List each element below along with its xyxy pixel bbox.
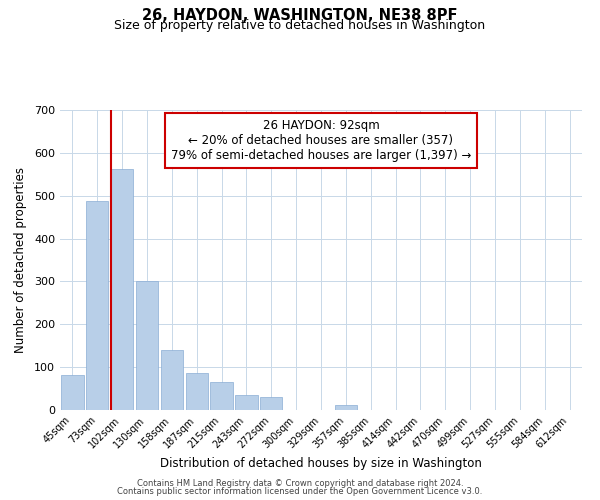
X-axis label: Distribution of detached houses by size in Washington: Distribution of detached houses by size … [160,457,482,470]
Bar [86,201,109,410]
Bar [161,350,183,410]
Text: Contains public sector information licensed under the Open Government Licence v3: Contains public sector information licen… [118,487,482,496]
Bar [111,169,133,410]
Bar [211,382,233,410]
Y-axis label: Number of detached properties: Number of detached properties [14,167,27,353]
Text: Contains HM Land Registry data © Crown copyright and database right 2024.: Contains HM Land Registry data © Crown c… [137,478,463,488]
Text: 26, HAYDON, WASHINGTON, NE38 8PF: 26, HAYDON, WASHINGTON, NE38 8PF [142,8,458,22]
Bar [136,280,158,410]
Text: Size of property relative to detached houses in Washington: Size of property relative to detached ho… [115,19,485,32]
Bar [235,395,257,410]
Bar [61,375,83,410]
Bar [335,405,357,410]
Bar [260,397,283,410]
Bar [185,373,208,410]
Text: 26 HAYDON: 92sqm
← 20% of detached houses are smaller (357)
79% of semi-detached: 26 HAYDON: 92sqm ← 20% of detached house… [171,119,471,162]
